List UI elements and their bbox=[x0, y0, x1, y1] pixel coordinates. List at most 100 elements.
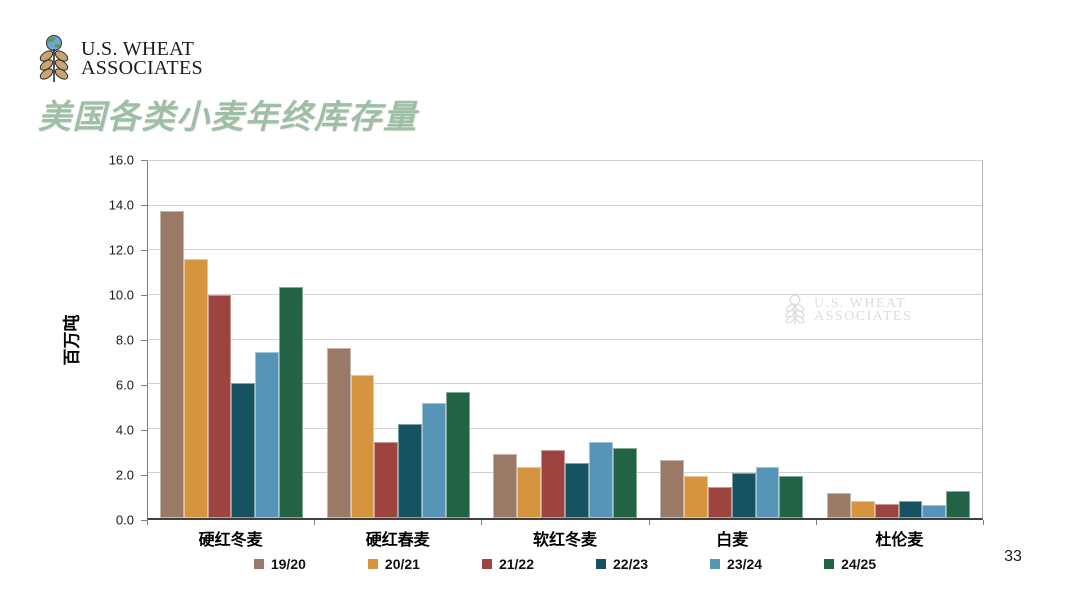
bar-24/25-杜伦麦 bbox=[946, 491, 971, 518]
ytick-mark-10.0 bbox=[141, 294, 147, 296]
ytick-mark-16.0 bbox=[141, 159, 147, 161]
ytick-label-2.0: 2.0 bbox=[115, 467, 134, 483]
bar-20/21-白麦 bbox=[684, 475, 708, 518]
bar-19/20-杜伦麦 bbox=[827, 493, 851, 518]
watermark-text: U.S. WHEAT ASSOCIATES bbox=[814, 295, 913, 324]
bar-19/20-硬红春麦 bbox=[326, 348, 351, 518]
legend-item-20/21: 20/21 bbox=[367, 556, 420, 572]
legend-label-20/21: 20/21 bbox=[384, 556, 420, 572]
ytick-mark-8.0 bbox=[141, 339, 147, 341]
bar-22/23-硬红冬麦 bbox=[231, 383, 256, 518]
legend-swatch-24/25 bbox=[824, 559, 835, 569]
bar-group-硬红春麦 bbox=[315, 161, 482, 518]
ytick-mark-4.0 bbox=[141, 429, 147, 431]
gridline-6 bbox=[148, 383, 982, 385]
legend-item-21/22: 21/22 bbox=[481, 556, 534, 572]
bar-21/22-硬红冬麦 bbox=[207, 294, 232, 518]
legend-swatch-21/22 bbox=[481, 559, 492, 569]
gridline-8 bbox=[148, 338, 982, 340]
xtick-mark-3 bbox=[648, 520, 650, 525]
bar-23/24-软红冬麦 bbox=[588, 442, 613, 518]
bar-20/21-杜伦麦 bbox=[850, 501, 875, 518]
bar-group-硬红冬麦 bbox=[148, 161, 315, 518]
xtick-mark-4 bbox=[815, 520, 817, 525]
plot-area: U.S. WHEAT ASSOCIATES bbox=[147, 160, 983, 520]
watermark-line2: ASSOCIATES bbox=[814, 309, 913, 324]
ytick-mark-0.0 bbox=[141, 519, 147, 521]
legend-item-19/20: 19/20 bbox=[253, 556, 306, 572]
y-axis-ticks: 16.0 14.0 12.0 10.0 8.0 6.0 4.0 2.0 0.0 bbox=[88, 153, 147, 528]
bar-group-白麦 bbox=[648, 161, 815, 518]
ytick-label-4.0: 4.0 bbox=[115, 422, 134, 438]
watermark: U.S. WHEAT ASSOCIATES bbox=[782, 294, 912, 326]
legend-swatch-20/21 bbox=[367, 559, 378, 569]
ytick-label-14.0: 14.0 bbox=[108, 197, 134, 213]
bar-21/22-软红冬麦 bbox=[541, 449, 565, 518]
bar-22/23-白麦 bbox=[731, 473, 756, 518]
logo-line1: U.S. WHEAT bbox=[81, 38, 195, 60]
ytick-label-0.0: 0.0 bbox=[115, 512, 134, 528]
bar-20/21-硬红冬麦 bbox=[183, 259, 208, 518]
watermark-line1: U.S. WHEAT bbox=[814, 295, 907, 311]
bar-21/22-白麦 bbox=[707, 486, 732, 518]
legend-label-24/25: 24/25 bbox=[841, 556, 877, 572]
gridline-16 bbox=[148, 160, 982, 161]
ytick-label-10.0: 10.0 bbox=[108, 287, 134, 303]
ytick-label-6.0: 6.0 bbox=[115, 377, 134, 393]
bar-24/25-硬红冬麦 bbox=[279, 287, 303, 518]
bar-23/24-硬红冬麦 bbox=[255, 351, 280, 518]
bar-21/22-杜伦麦 bbox=[874, 503, 899, 518]
x-label-硬红冬麦: 硬红冬麦 bbox=[198, 532, 263, 549]
logo-line2: ASSOCIATES bbox=[81, 57, 203, 79]
gridline-4 bbox=[148, 427, 982, 429]
legend-label-22/23: 22/23 bbox=[613, 556, 649, 572]
xtick-mark-5 bbox=[983, 520, 984, 525]
bar-20/21-软红冬麦 bbox=[517, 466, 542, 518]
logo-text: U.S. WHEAT ASSOCIATES bbox=[81, 38, 203, 79]
bar-22/23-硬红春麦 bbox=[398, 424, 423, 518]
ytick-mark-12.0 bbox=[141, 249, 147, 251]
ytick-mark-14.0 bbox=[141, 204, 147, 206]
xtick-mark-2 bbox=[481, 520, 483, 525]
bar-20/21-硬红春麦 bbox=[350, 375, 375, 518]
ytick-mark-2.0 bbox=[141, 474, 147, 476]
x-axis-labels: 硬红冬麦 硬红春麦 软红冬麦 白麦 杜伦麦 bbox=[147, 526, 983, 550]
legend-swatch-19/20 bbox=[253, 559, 264, 569]
bar-19/20-白麦 bbox=[660, 460, 685, 518]
ytick-label-8.0: 8.0 bbox=[115, 332, 134, 348]
bar-24/25-软红冬麦 bbox=[612, 447, 637, 518]
x-label-白麦: 白麦 bbox=[716, 532, 749, 549]
xtick-mark-1 bbox=[314, 520, 316, 525]
ytick-mark-6.0 bbox=[141, 384, 147, 386]
legend-item-24/25: 24/25 bbox=[824, 556, 876, 572]
legend: 19/20 20/21 21/22 22/23 23/24 24/25 bbox=[147, 556, 983, 572]
y-axis-title: 百万吨 bbox=[62, 314, 82, 366]
wheat-logo-icon bbox=[39, 35, 69, 82]
legend-label-19/20: 19/20 bbox=[270, 556, 306, 572]
gridline-14 bbox=[148, 204, 982, 206]
bar-19/20-软红冬麦 bbox=[493, 454, 518, 518]
gridline-12 bbox=[148, 249, 982, 251]
page-number: 33 bbox=[1004, 548, 1022, 565]
bar-22/23-软红冬麦 bbox=[564, 463, 589, 518]
uswheat-logo: U.S. WHEAT ASSOCIATES bbox=[34, 34, 203, 84]
bar-24/25-白麦 bbox=[779, 475, 804, 518]
x-label-硬红春麦: 硬红春麦 bbox=[365, 532, 430, 549]
x-label-杜伦麦: 杜伦麦 bbox=[875, 532, 924, 549]
ytick-label-16.0: 16.0 bbox=[108, 152, 134, 168]
legend-swatch-22/23 bbox=[596, 559, 606, 569]
ytick-label-12.0: 12.0 bbox=[108, 242, 134, 258]
watermark-wheat-icon bbox=[785, 294, 805, 325]
legend-item-23/24: 23/24 bbox=[710, 556, 762, 572]
bar-group-杜伦麦 bbox=[815, 161, 982, 518]
bar-23/24-杜伦麦 bbox=[922, 504, 947, 518]
bar-19/20-硬红冬麦 bbox=[159, 211, 184, 518]
legend-label-23/24: 23/24 bbox=[727, 556, 763, 572]
bar-24/25-硬红春麦 bbox=[445, 391, 470, 518]
bar-21/22-硬红春麦 bbox=[374, 442, 399, 518]
xtick-mark-0 bbox=[147, 520, 148, 525]
x-label-软红冬麦: 软红冬麦 bbox=[533, 532, 598, 549]
gridline-10 bbox=[148, 293, 982, 295]
bar-23/24-白麦 bbox=[755, 466, 780, 518]
